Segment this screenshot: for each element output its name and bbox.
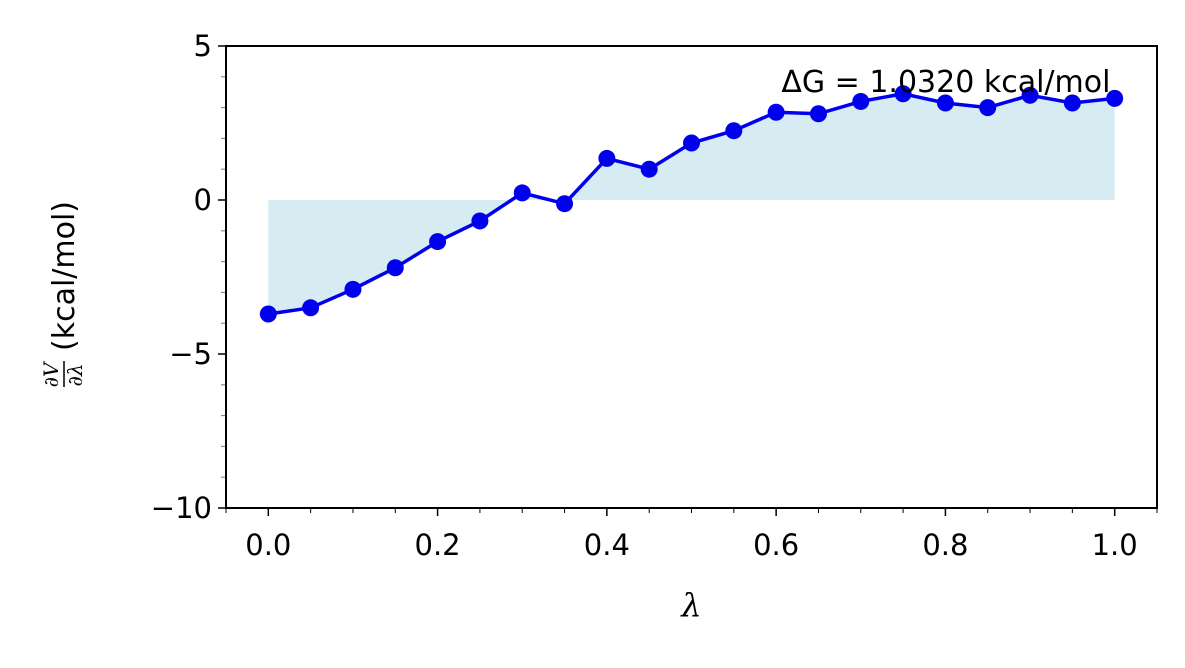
data-point-0	[259, 305, 277, 323]
x-axis-ticks: 0.0 0.2 0.4 0.6 0.8 1.0	[245, 508, 1138, 562]
plot-area: 0.0 0.2 0.4 0.6 0.8 1.0 −10 −5 0 5	[151, 29, 1158, 562]
data-point-7	[556, 195, 574, 213]
data-point-17	[979, 99, 997, 117]
data-point-3	[386, 259, 404, 277]
data-point-4	[429, 233, 447, 251]
y-axis-label: ∂V ∂λ (kcal/mol)	[39, 201, 87, 387]
y-axis-label-unit: (kcal/mol)	[47, 201, 82, 351]
y-axis-label-denominator: ∂λ	[63, 363, 87, 386]
x-tick-label: 0.0	[245, 528, 291, 562]
series-markers	[259, 85, 1124, 323]
x-tick-label: 0.6	[753, 528, 799, 562]
data-point-8	[598, 149, 616, 167]
data-point-13	[809, 105, 827, 123]
data-point-1	[302, 299, 320, 317]
x-tick-label: 1.0	[1092, 528, 1138, 562]
data-point-19	[1063, 94, 1081, 112]
y-tick-label: −5	[169, 337, 212, 371]
integral-fill-area	[268, 93, 1115, 314]
y-axis-ticks: −10 −5 0 5	[151, 29, 226, 525]
data-point-10	[683, 134, 700, 152]
y-tick-label: 5	[194, 29, 212, 63]
data-point-11	[725, 122, 743, 140]
data-point-2	[344, 280, 362, 298]
data-point-18	[1021, 86, 1039, 104]
x-tick-label: 0.4	[584, 528, 630, 562]
y-tick-label: 0	[194, 183, 212, 217]
x-tick-label: 0.2	[415, 528, 461, 562]
data-point-6	[513, 184, 531, 202]
data-point-16	[936, 94, 954, 112]
y-axis-label-numerator: ∂V	[39, 360, 63, 387]
data-point-12	[767, 103, 785, 121]
data-point-20	[1106, 89, 1124, 107]
x-tick-label: 0.8	[922, 528, 968, 562]
data-point-14	[852, 92, 870, 110]
data-point-5	[471, 212, 489, 230]
data-point-15	[894, 85, 912, 103]
y-tick-label: −10	[151, 491, 212, 525]
x-axis-label: λ	[679, 586, 701, 624]
data-point-9	[640, 160, 658, 178]
delta-g-annotation: ΔG = 1.0320 kcal/mol	[781, 65, 1110, 100]
plot-frame	[225, 45, 1158, 509]
